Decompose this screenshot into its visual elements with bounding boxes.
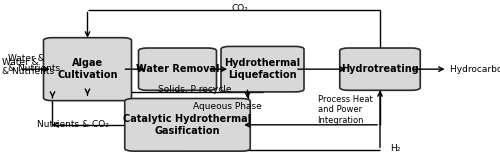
Text: CO₂: CO₂ bbox=[232, 4, 248, 13]
Text: H₂: H₂ bbox=[390, 144, 400, 153]
Text: Catalytic Hydrothermal
Gasification: Catalytic Hydrothermal Gasification bbox=[124, 114, 252, 136]
Text: Hydrotreating: Hydrotreating bbox=[341, 64, 419, 74]
Text: & Nutrients: & Nutrients bbox=[2, 67, 54, 76]
Text: Nutrients & CO₂: Nutrients & CO₂ bbox=[37, 120, 109, 128]
FancyBboxPatch shape bbox=[125, 99, 250, 151]
Text: Water Removal: Water Removal bbox=[136, 64, 219, 74]
Text: Water &: Water & bbox=[2, 58, 39, 66]
Text: Process Heat
and Power
Integration: Process Heat and Power Integration bbox=[318, 95, 372, 125]
FancyBboxPatch shape bbox=[340, 48, 420, 90]
FancyBboxPatch shape bbox=[221, 46, 304, 92]
Text: Aqueous Phase: Aqueous Phase bbox=[193, 102, 262, 111]
Text: Solids, P recycle: Solids, P recycle bbox=[158, 85, 232, 94]
Text: Hydrocarbon Fuels: Hydrocarbon Fuels bbox=[450, 65, 500, 74]
FancyBboxPatch shape bbox=[44, 38, 132, 101]
FancyBboxPatch shape bbox=[138, 48, 216, 90]
Text: Algae
Cultivation: Algae Cultivation bbox=[57, 58, 118, 80]
Text: Hydrothermal
Liquefaction: Hydrothermal Liquefaction bbox=[224, 58, 300, 80]
Text: Water &
& Nutrients: Water & & Nutrients bbox=[8, 54, 60, 73]
